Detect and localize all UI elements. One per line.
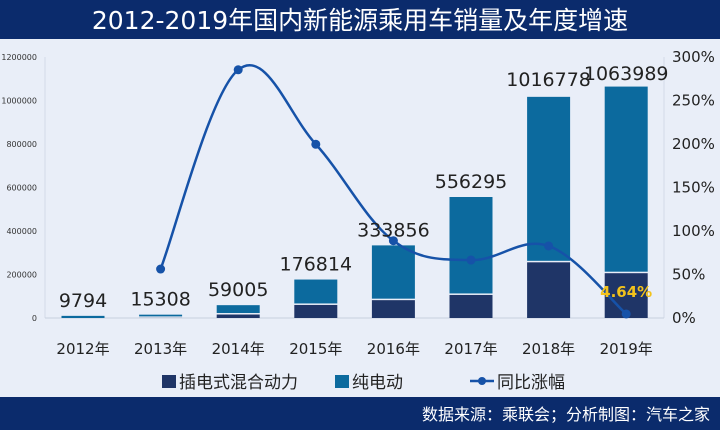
right-tick-label: 100% bbox=[672, 222, 715, 240]
left-tick-label: 1000000 bbox=[1, 97, 37, 106]
legend-swatch-bev bbox=[335, 375, 349, 388]
x-tick-label: 2016年 bbox=[367, 340, 420, 358]
footer-band bbox=[0, 397, 720, 430]
total-value-label: 176814 bbox=[280, 254, 353, 276]
left-tick-label: 600000 bbox=[6, 184, 37, 193]
x-tick-label: 2012年 bbox=[56, 340, 109, 358]
bar-bev bbox=[604, 86, 648, 272]
source-note: 数据来源：乘联会；分析制图：汽车之家 bbox=[422, 405, 710, 424]
growth-point bbox=[466, 255, 476, 265]
left-tick-label: 1200000 bbox=[1, 53, 37, 62]
bar-bev bbox=[294, 279, 338, 304]
x-tick-label: 2014年 bbox=[212, 340, 265, 358]
total-value-label: 1016778 bbox=[506, 69, 591, 91]
total-value-label: 59005 bbox=[208, 279, 268, 301]
legend-label-phev: 插电式混合动力 bbox=[179, 373, 298, 393]
bar-bev bbox=[449, 197, 493, 294]
bar-bev bbox=[527, 96, 571, 261]
total-value-label: 556295 bbox=[435, 171, 508, 193]
bar-bev bbox=[61, 315, 105, 318]
right-tick-label: 50% bbox=[672, 266, 705, 284]
header-band bbox=[0, 0, 720, 39]
total-value-label: 333856 bbox=[357, 219, 430, 241]
right-tick-label: 250% bbox=[672, 92, 715, 110]
chart-title: 2012-2019年国内新能源乘用车销量及年度增速 bbox=[92, 6, 628, 35]
bar-phev bbox=[294, 304, 338, 318]
bar-bev bbox=[139, 314, 183, 317]
bar-bev bbox=[216, 305, 260, 314]
bar-phev bbox=[216, 314, 260, 318]
right-tick-label: 300% bbox=[672, 48, 715, 66]
left-tick-label: 0 bbox=[32, 314, 37, 323]
right-tick-label: 150% bbox=[672, 179, 715, 197]
bar-phev bbox=[527, 262, 571, 318]
left-tick-label: 200000 bbox=[6, 271, 37, 280]
total-value-label: 15308 bbox=[130, 289, 190, 311]
growth-point bbox=[621, 309, 631, 319]
bar-bev bbox=[371, 245, 415, 299]
legend: 插电式混合动力 纯电动 同比涨幅 bbox=[162, 373, 565, 393]
growth-point bbox=[233, 65, 243, 75]
right-tick-label: 200% bbox=[672, 135, 715, 153]
x-tick-label: 2015年 bbox=[289, 340, 342, 358]
growth-point bbox=[388, 236, 398, 246]
legend-swatch-phev bbox=[162, 375, 176, 388]
growth-point bbox=[156, 264, 166, 274]
growth-point bbox=[544, 241, 554, 251]
legend-label-growth: 同比涨幅 bbox=[497, 373, 565, 393]
x-tick-label: 2017年 bbox=[444, 340, 497, 358]
legend-swatch-growth-marker bbox=[478, 377, 486, 385]
left-tick-label: 800000 bbox=[6, 140, 37, 149]
x-tick-label: 2013年 bbox=[134, 340, 187, 358]
growth-point bbox=[311, 139, 321, 149]
total-value-label: 1063989 bbox=[584, 63, 669, 85]
bar-phev bbox=[449, 294, 493, 318]
annotation-2019-growth: 4.64% bbox=[600, 283, 652, 301]
legend-label-bev: 纯电动 bbox=[352, 373, 403, 393]
x-tick-label: 2018年 bbox=[522, 340, 575, 358]
bar-phev bbox=[371, 300, 415, 318]
left-tick-label: 400000 bbox=[6, 227, 37, 236]
x-tick-label: 2019年 bbox=[600, 340, 653, 358]
right-tick-label: 0% bbox=[672, 309, 696, 327]
total-value-label: 9794 bbox=[59, 290, 107, 312]
